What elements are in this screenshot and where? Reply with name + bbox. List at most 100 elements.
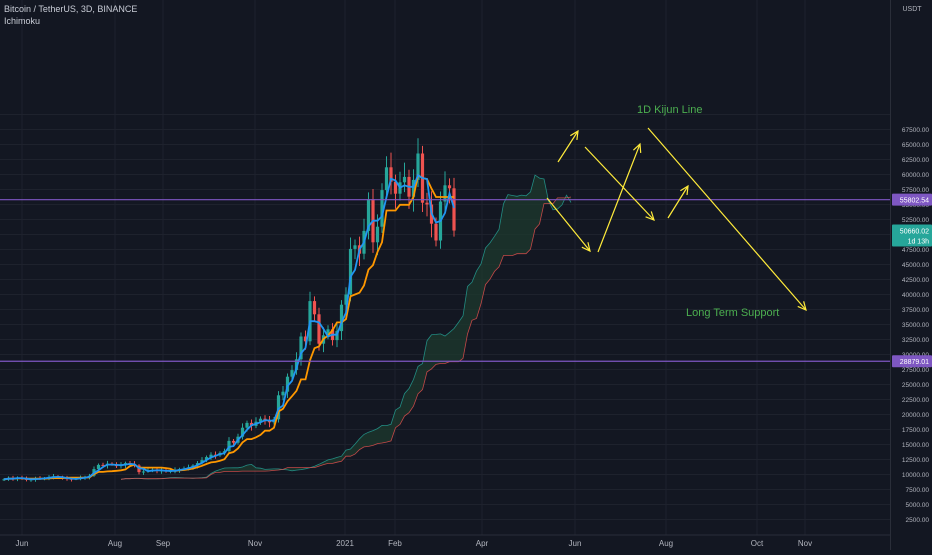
y-tick-label: 5000.00 <box>906 502 930 509</box>
y-tick-label: 40000.00 <box>902 292 929 299</box>
candle <box>452 188 456 231</box>
candle <box>258 418 263 422</box>
x-axis: Jun Aug Sep Nov 2021 Feb Apr Jun Aug Oct Nov <box>16 539 813 548</box>
projection-arrow <box>647 127 807 311</box>
candle <box>402 176 407 183</box>
y-tick-label: 60000.00 <box>902 172 929 179</box>
y-tick-label: 65000.00 <box>902 142 929 149</box>
candle <box>443 185 447 202</box>
y-tick-label: 37500.00 <box>902 307 929 314</box>
annotations: 1D Kijun Line Long Term Support <box>637 104 779 319</box>
annotation-label: 1D Kijun Line <box>637 104 702 116</box>
candle <box>434 223 438 241</box>
candle <box>366 199 371 231</box>
arrow-head <box>570 129 579 141</box>
candle <box>393 181 398 194</box>
x-tick-label: Aug <box>659 539 673 548</box>
candle <box>281 391 285 396</box>
y-tick-label: 45000.00 <box>902 262 929 269</box>
level-price-tag <box>892 355 932 368</box>
x-tick-label: Jun <box>16 539 29 548</box>
candle <box>317 314 321 344</box>
projection-arrow <box>597 143 641 253</box>
candle <box>209 454 213 458</box>
y-tick-label: 32500.00 <box>902 337 929 344</box>
ichimoku-lines <box>3 173 455 481</box>
x-tick-label: Jun <box>569 539 582 548</box>
x-tick-label: 2021 <box>336 539 354 548</box>
y-tick-label: 22500.00 <box>902 397 929 404</box>
horizontal-levels <box>0 199 890 362</box>
cloud-fill <box>121 175 571 480</box>
candle <box>285 376 290 392</box>
x-tick-label: Sep <box>156 539 171 548</box>
y-tick-label: 27500.00 <box>902 367 929 374</box>
candle <box>380 190 384 227</box>
candle <box>389 167 393 182</box>
arrow-head <box>680 184 689 196</box>
candle <box>339 304 344 332</box>
arrow-head <box>633 142 642 154</box>
last-price-badge <box>892 224 932 247</box>
y-tick-label: 67500.00 <box>902 127 929 134</box>
candle <box>294 359 299 371</box>
candle <box>353 245 357 249</box>
y-tick-label: 25000.00 <box>902 382 929 389</box>
currency-label: USDT <box>902 6 922 13</box>
candle <box>276 395 281 420</box>
candle <box>290 370 294 377</box>
projection-arrows <box>546 127 807 312</box>
y-tick-label: 7500.00 <box>906 487 930 494</box>
indicator-label: Ichimoku <box>4 16 41 26</box>
candle <box>245 422 249 428</box>
projection-arrow <box>667 185 689 219</box>
tenkan-sen <box>3 173 455 481</box>
candle <box>200 460 204 464</box>
level-price-text: 28879.01 <box>900 359 929 366</box>
arrow-head <box>797 301 807 312</box>
y-tick-label: 15000.00 <box>902 442 929 449</box>
x-tick-label: Apr <box>476 539 489 548</box>
level-price-text: 55802.54 <box>900 198 929 205</box>
bar-countdown: 1d 13h <box>908 239 930 246</box>
x-tick-label: Feb <box>388 539 402 548</box>
y-tick-label: 35000.00 <box>902 322 929 329</box>
grid <box>0 0 890 536</box>
candle <box>375 226 380 243</box>
candle <box>384 167 389 191</box>
y-tick-label: 62500.00 <box>902 157 929 164</box>
candle <box>344 294 348 305</box>
candle <box>96 464 101 470</box>
x-tick-label: Aug <box>108 539 122 548</box>
y-tick-label: 20000.00 <box>902 412 929 419</box>
projection-arrow <box>546 197 591 252</box>
ichimoku-cloud <box>120 174 572 480</box>
candle <box>204 457 209 461</box>
y-tick-label: 10000.00 <box>902 472 929 479</box>
y-tick-label: 17500.00 <box>902 427 929 434</box>
candle <box>240 427 245 437</box>
price-axis[interactable]: USDT 67500.00 65000.00 62500.00 60000.00 5750… <box>890 0 932 550</box>
annotation-label: Long Term Support <box>686 307 779 319</box>
arrow-head <box>645 211 655 222</box>
y-tick-label: 52500.00 <box>902 217 929 224</box>
last-price-text: 50660.02 <box>900 229 929 236</box>
candle <box>141 471 146 473</box>
y-tick-label: 57500.00 <box>902 187 929 194</box>
arrow-head <box>581 242 591 253</box>
projection-arrow <box>557 130 579 163</box>
y-tick-label: 42500.00 <box>902 277 929 284</box>
candle <box>348 248 353 295</box>
candle <box>101 464 105 466</box>
candle <box>2 479 6 481</box>
candle <box>425 202 429 205</box>
y-tick-label: 47500.00 <box>902 247 929 254</box>
candle <box>326 329 330 336</box>
candle <box>299 336 303 360</box>
y-tick-label: 2500.00 <box>906 517 930 524</box>
y-tick-label: 12500.00 <box>902 457 929 464</box>
candle <box>231 440 236 443</box>
candle <box>312 301 317 315</box>
x-tick-label: Nov <box>248 539 262 548</box>
